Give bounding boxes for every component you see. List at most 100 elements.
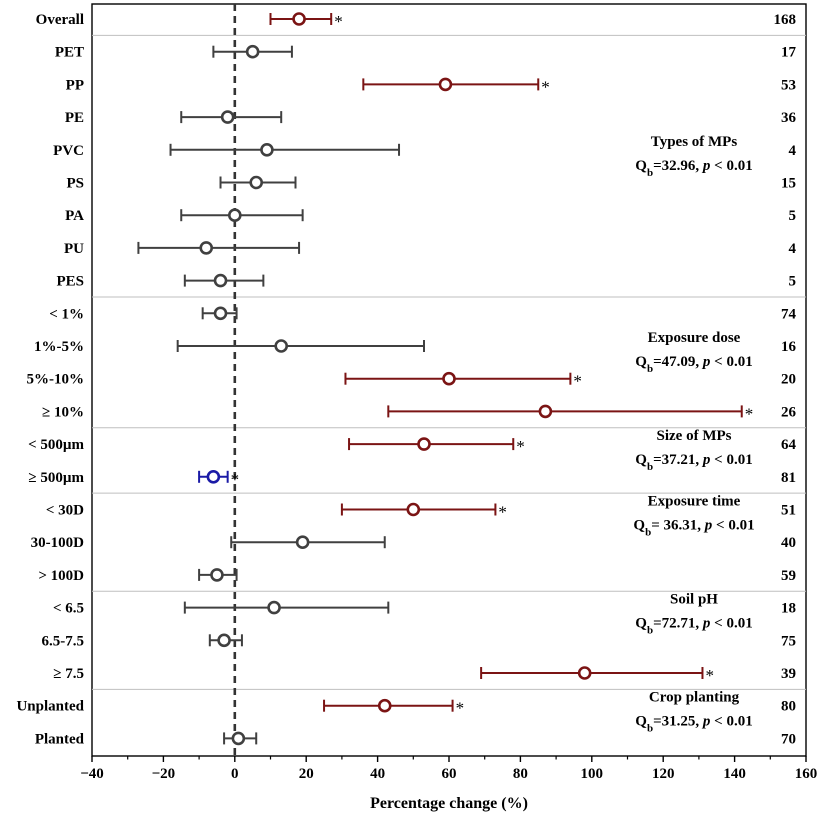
x-tick-label: −20 bbox=[152, 766, 176, 782]
stat-symbol: Q bbox=[635, 452, 647, 468]
stat-threshold: < 0.01 bbox=[710, 158, 752, 174]
stat-p: p bbox=[701, 452, 711, 468]
stat-value: =47.09, bbox=[653, 354, 703, 370]
point-estimate bbox=[213, 306, 228, 321]
group-statistic: Qb=32.96, p < 0.01 bbox=[635, 158, 752, 179]
stat-subscript: b bbox=[647, 461, 653, 473]
sample-size-label: 20 bbox=[781, 372, 796, 388]
row-label: PS bbox=[66, 176, 84, 192]
point-estimate bbox=[406, 502, 421, 517]
significance-star: * bbox=[334, 12, 343, 31]
significance-star: * bbox=[541, 77, 550, 96]
row-label: PA bbox=[65, 208, 84, 224]
stat-subscript: b bbox=[647, 363, 653, 375]
stat-symbol: Q bbox=[635, 158, 647, 174]
stat-value: = 36.31, bbox=[651, 518, 705, 534]
x-axis-title: Percentage change (%) bbox=[370, 795, 528, 812]
point-estimate bbox=[228, 208, 242, 222]
sample-size-label: 18 bbox=[781, 601, 796, 617]
stat-symbol: Q bbox=[635, 714, 647, 730]
stat-threshold: < 0.01 bbox=[710, 452, 752, 468]
x-tick-label: 100 bbox=[581, 766, 604, 782]
row-label: < 30D bbox=[46, 503, 84, 519]
row-label: 6.5-7.5 bbox=[42, 633, 85, 649]
sample-size-label: 168 bbox=[774, 12, 797, 28]
stat-symbol: Q bbox=[633, 518, 645, 534]
point-estimate bbox=[295, 535, 310, 550]
stat-subscript: b bbox=[647, 167, 653, 179]
point-estimate bbox=[260, 143, 274, 157]
group-statistic: Qb=72.71, p < 0.01 bbox=[635, 616, 752, 637]
sample-size-label: 26 bbox=[781, 404, 797, 420]
x-tick-label: 40 bbox=[370, 766, 385, 782]
stat-subscript: b bbox=[647, 625, 653, 637]
significance-star: * bbox=[516, 437, 525, 456]
sample-size-label: 16 bbox=[781, 339, 797, 355]
row-label: Planted bbox=[35, 731, 85, 747]
point-estimate bbox=[292, 12, 306, 26]
sample-size-label: 5 bbox=[789, 208, 797, 224]
stat-p: p bbox=[701, 616, 711, 632]
row-label: ≥ 7.5 bbox=[53, 666, 84, 682]
row-label: PP bbox=[66, 77, 84, 93]
significance-star: * bbox=[231, 470, 240, 489]
sample-size-label: 15 bbox=[781, 176, 796, 192]
x-tick-label: 140 bbox=[723, 766, 746, 782]
stat-threshold: < 0.01 bbox=[710, 616, 752, 632]
stat-p: p bbox=[703, 518, 713, 534]
significance-star: * bbox=[456, 699, 465, 718]
sample-size-label: 70 bbox=[781, 731, 796, 747]
point-estimate bbox=[438, 77, 453, 92]
stat-value: =31.25, bbox=[653, 714, 703, 730]
sample-size-label: 5 bbox=[789, 274, 797, 290]
point-estimate bbox=[417, 437, 431, 451]
point-estimate bbox=[267, 600, 281, 615]
point-estimate bbox=[442, 371, 456, 386]
x-tick-label: −40 bbox=[80, 766, 104, 782]
x-tick-label: 0 bbox=[231, 766, 239, 782]
row-label: PU bbox=[64, 241, 84, 257]
row-label: < 500µm bbox=[28, 437, 84, 453]
group-statistic: Qb=31.25, p < 0.01 bbox=[635, 714, 752, 735]
stat-subscript: b bbox=[647, 723, 653, 735]
sample-sizes: 168 17 53 36 4 15 5 4 5 74 16 20 26 64 81 51 40 59 18 75 39 8… bbox=[774, 12, 797, 747]
stat-value: =37.21, bbox=[653, 452, 703, 468]
row-label: ≥ 500µm bbox=[28, 470, 84, 486]
x-tick-label: 120 bbox=[652, 766, 675, 782]
row-label: PVC bbox=[53, 143, 84, 159]
stat-symbol: Q bbox=[635, 616, 647, 632]
point-estimate bbox=[217, 633, 231, 648]
row-label: < 1% bbox=[49, 306, 84, 322]
row-label: 1%-5% bbox=[34, 339, 84, 355]
point-estimate bbox=[577, 666, 592, 680]
group-separators bbox=[92, 34, 806, 690]
sample-size-label: 81 bbox=[781, 470, 796, 486]
point-estimate bbox=[210, 568, 224, 582]
stat-symbol: Q bbox=[635, 354, 647, 370]
point-estimate bbox=[220, 110, 235, 124]
sample-size-label: 4 bbox=[789, 143, 797, 159]
x-axis: −40 −20 0 20 40 60 80 100 120 140 160 Percentage ch… bbox=[80, 756, 817, 812]
sample-size-label: 36 bbox=[781, 110, 797, 126]
row-label: Unplanted bbox=[16, 699, 84, 715]
point-estimate bbox=[206, 469, 221, 484]
point-estimate bbox=[249, 175, 264, 190]
group-title: Size of MPs bbox=[657, 428, 732, 444]
significance-star: * bbox=[745, 404, 754, 423]
x-tick-label: 20 bbox=[299, 766, 314, 782]
point-estimate bbox=[274, 339, 289, 353]
x-tick-label: 80 bbox=[513, 766, 528, 782]
point-estimate bbox=[377, 698, 392, 713]
row-labels: Overall PET PP PE PVC PS PA PU PES < 1% 1%-5% 5%-10… bbox=[16, 12, 84, 747]
stat-p: p bbox=[701, 354, 711, 370]
row-label: < 6.5 bbox=[53, 601, 84, 617]
point-estimates: * * * * * * * * * bbox=[199, 12, 754, 746]
row-label: PES bbox=[56, 274, 84, 290]
group-title: Types of MPs bbox=[651, 134, 738, 150]
stat-value: =72.71, bbox=[653, 616, 703, 632]
significance-star: * bbox=[573, 372, 582, 391]
row-label: PE bbox=[65, 110, 84, 126]
sample-size-label: 4 bbox=[789, 241, 797, 257]
